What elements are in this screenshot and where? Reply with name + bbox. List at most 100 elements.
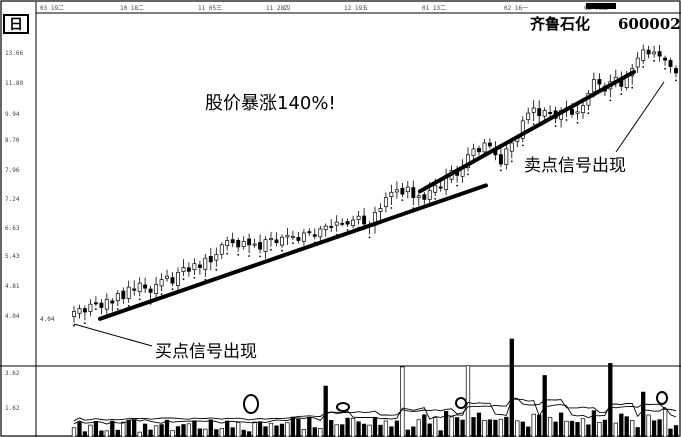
volume-bar <box>236 422 241 437</box>
candle-body <box>526 112 531 121</box>
candle-body <box>646 49 651 55</box>
volume-bar <box>378 424 383 437</box>
volume-bar <box>350 417 356 437</box>
volume-bar <box>668 428 673 437</box>
price-tick-label: 9.94 <box>5 111 20 118</box>
volume-bar <box>613 422 618 437</box>
candle-body <box>531 107 536 113</box>
price-axis: 13.66 11.89 9.94 8.70 7.96 7.24 6.63 5.43 4.81 4.… <box>5 50 23 320</box>
volume-bar <box>88 424 93 437</box>
volume-bar <box>230 427 235 437</box>
volume-bar <box>427 423 432 437</box>
volume-bar <box>443 410 449 437</box>
volume-bar <box>498 418 504 437</box>
volume-bar <box>531 413 536 437</box>
candle-body <box>581 105 585 113</box>
volume-bars <box>71 338 679 437</box>
volume-bar <box>624 416 629 437</box>
candle-body <box>143 284 148 289</box>
volume-bar <box>257 421 263 437</box>
volume-bar <box>673 425 679 437</box>
candle-dot <box>565 119 568 121</box>
volume-axis: 3.62 1.62 <box>5 370 20 412</box>
volume-bar <box>460 419 465 437</box>
candle-dot <box>160 293 163 295</box>
volume-bar <box>405 429 410 437</box>
candle-body <box>318 228 323 238</box>
candle-dot <box>653 59 655 62</box>
volume-bar <box>433 417 438 437</box>
candle-body <box>542 110 547 117</box>
candle-body <box>378 208 383 212</box>
candle-body <box>477 148 481 153</box>
volume-bar <box>274 425 279 437</box>
candle-dot <box>631 86 634 89</box>
volume-bar <box>225 420 230 437</box>
candle-body <box>203 257 208 270</box>
buy-trend-line <box>98 183 488 321</box>
volume-bar <box>175 426 181 437</box>
buy-signal-annotation: 买点信号出现 <box>155 342 257 362</box>
candle-body <box>635 57 640 68</box>
volume-bar <box>246 431 252 437</box>
volume-bar <box>142 423 148 437</box>
volume-bar <box>334 424 339 437</box>
candle-body <box>121 290 126 300</box>
volume-bar <box>110 420 115 437</box>
volume-bar <box>164 419 170 437</box>
volume-bar <box>575 422 580 437</box>
price-tick-label: 13.66 <box>5 50 23 57</box>
volume-bar <box>564 420 569 437</box>
volume-bar <box>93 421 99 437</box>
volume-bar <box>159 424 164 437</box>
volume-bar <box>641 391 646 437</box>
candle-body <box>537 108 542 117</box>
volume-bar <box>509 338 514 437</box>
candle-body <box>575 111 580 114</box>
candle-body <box>652 51 657 55</box>
candle-body <box>192 263 197 270</box>
candle-dot <box>587 112 590 115</box>
volume-bar <box>619 413 624 437</box>
candle-dot <box>434 198 437 200</box>
price-tick-label: 6.63 <box>5 225 20 232</box>
volume-bar <box>170 430 175 437</box>
volume-circle-marker <box>243 394 259 414</box>
volume-bar <box>602 419 608 437</box>
volume-bar <box>482 420 487 437</box>
candle-body <box>504 148 509 165</box>
candle-body <box>214 254 219 261</box>
candle-body <box>520 120 525 139</box>
volume-bar <box>651 420 657 437</box>
sell-signal-annotation: 卖点信号出现 <box>524 156 626 176</box>
date-tick-label: 11 05三 <box>198 5 222 12</box>
candle-body <box>411 187 416 198</box>
volume-bar <box>148 429 153 437</box>
candle-body <box>225 240 230 246</box>
candle-dot <box>368 236 371 239</box>
volume-bar <box>449 416 454 437</box>
candle-body <box>236 240 241 248</box>
candle-dot <box>84 322 86 324</box>
volume-bar <box>476 412 482 437</box>
volume-bar <box>487 419 493 437</box>
date-tick-label: 01 13二 <box>422 5 446 12</box>
volume-bar <box>329 420 334 437</box>
volume-bar <box>422 414 427 437</box>
candle-body <box>280 236 284 246</box>
volume-bar <box>394 420 400 437</box>
candle-dot <box>346 229 349 231</box>
candle-dot <box>95 308 97 310</box>
price-tick-label: 4.81 <box>5 283 20 290</box>
candle-body <box>126 286 131 299</box>
price-tick-label: 11.89 <box>5 80 23 87</box>
volume-bar <box>312 427 317 437</box>
candle-body <box>312 234 317 237</box>
volume-bar <box>630 420 635 437</box>
candle-body <box>668 60 673 67</box>
candle-dot <box>73 324 75 327</box>
candle-dot <box>510 160 513 163</box>
candle-body <box>422 194 427 200</box>
